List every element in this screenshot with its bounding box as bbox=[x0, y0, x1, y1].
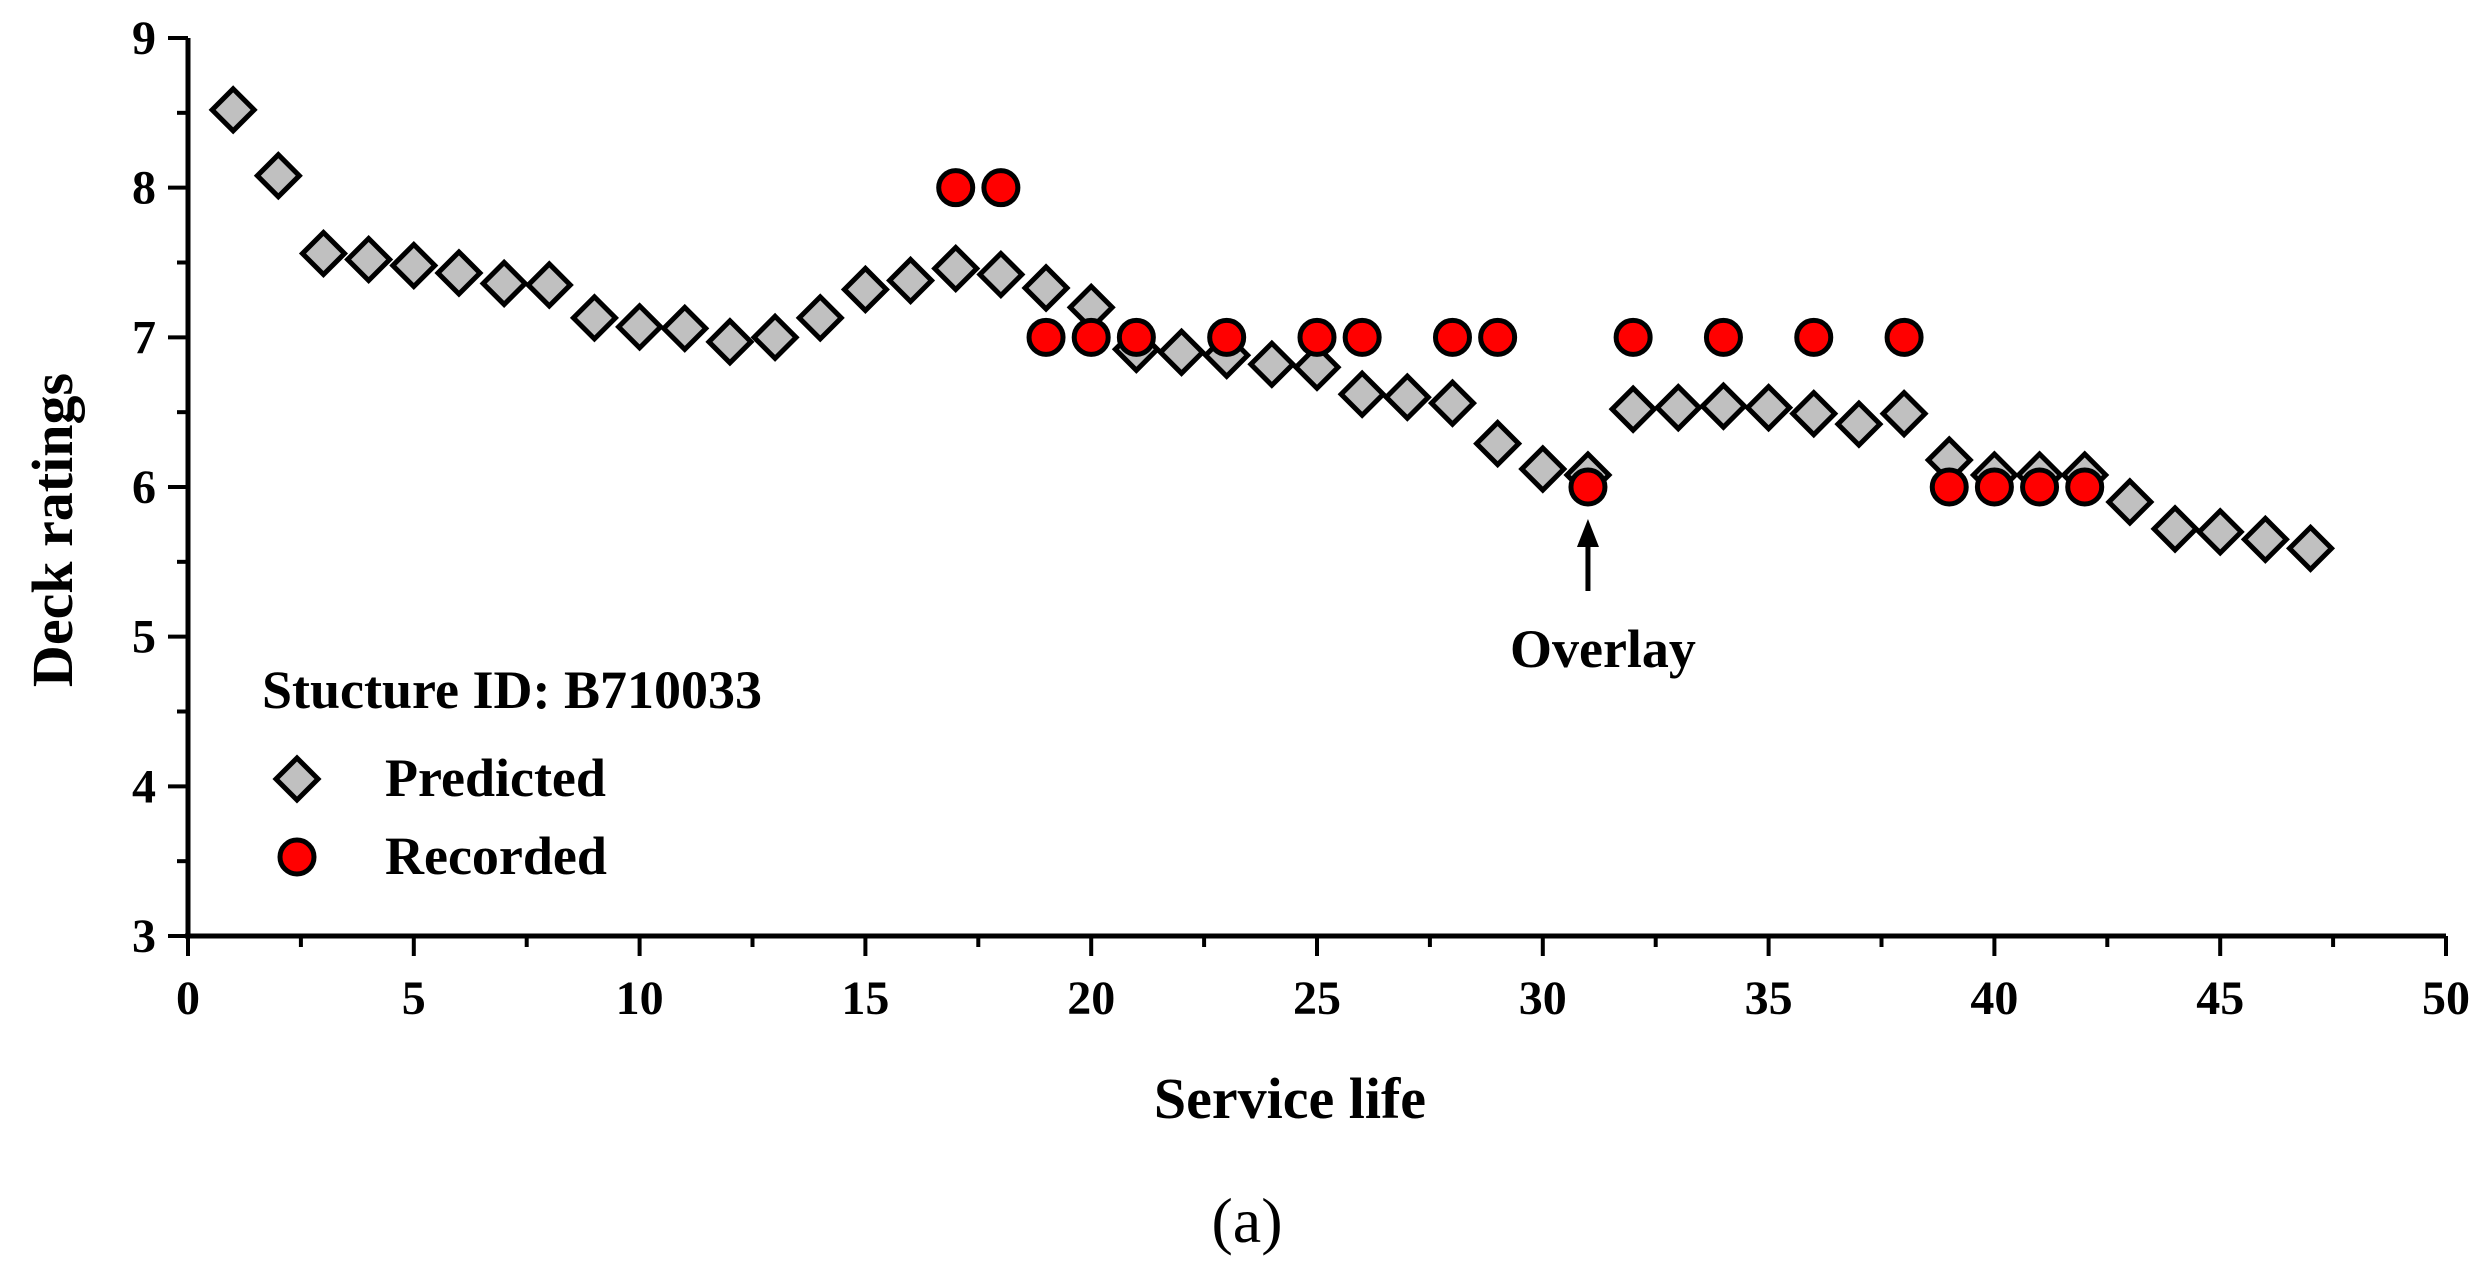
x-tick-label: 30 bbox=[1519, 972, 1567, 1025]
predicted-point bbox=[1382, 372, 1432, 422]
predicted-point bbox=[2195, 507, 2245, 557]
y-tick-label: 7 bbox=[132, 311, 156, 364]
recorded-point bbox=[1297, 317, 1337, 357]
predicted-point bbox=[479, 258, 529, 308]
predicted-point bbox=[2105, 477, 2155, 527]
recorded-point bbox=[1116, 317, 1156, 357]
predicted-point bbox=[1789, 389, 1839, 439]
predicted-point bbox=[976, 249, 1026, 300]
recorded-point bbox=[1478, 317, 1518, 357]
y-tick-label: 6 bbox=[132, 461, 156, 514]
y-tick-label: 4 bbox=[132, 760, 156, 813]
recorded-point bbox=[1071, 317, 1111, 357]
predicted-point bbox=[660, 303, 710, 353]
x-tick-label: 15 bbox=[841, 972, 889, 1025]
predicted-point bbox=[705, 317, 755, 367]
predicted-point bbox=[344, 234, 394, 285]
predicted-point bbox=[615, 302, 665, 352]
legend-label-recorded: Recorded bbox=[385, 826, 607, 886]
legend-label-predicted: Predicted bbox=[385, 748, 606, 808]
recorded-point bbox=[2065, 467, 2105, 507]
predicted-point bbox=[2240, 514, 2290, 564]
predicted-point bbox=[434, 248, 484, 298]
recorded-point bbox=[1703, 317, 1743, 357]
predicted-point bbox=[1834, 399, 1884, 449]
recorded-point bbox=[1207, 317, 1247, 357]
x-tick-label: 50 bbox=[2422, 972, 2470, 1025]
recorded-point bbox=[1929, 467, 1969, 507]
predicted-point bbox=[2150, 504, 2200, 554]
legend-markers bbox=[272, 754, 322, 877]
predicted-point bbox=[886, 255, 936, 305]
predicted-point bbox=[1337, 369, 1387, 419]
y-tick-label: 5 bbox=[132, 611, 156, 664]
x-tick-label: 45 bbox=[2196, 972, 2244, 1025]
predicted-point bbox=[1156, 327, 1207, 377]
predicted-point bbox=[1744, 383, 1794, 433]
figure-caption: (a) bbox=[1211, 1185, 1282, 1256]
series-predicted bbox=[208, 85, 2336, 573]
predicted-point bbox=[1427, 378, 1478, 428]
y-axis-title: Deck ratings bbox=[20, 373, 85, 687]
predicted-point bbox=[389, 240, 439, 291]
predicted-point bbox=[1518, 444, 1568, 494]
predicted-point bbox=[1879, 389, 1929, 439]
recorded-point bbox=[1974, 467, 2014, 507]
data-series bbox=[208, 85, 2336, 573]
x-tick-label: 40 bbox=[1970, 972, 2018, 1025]
x-tick-label: 25 bbox=[1293, 972, 1341, 1025]
recorded-point bbox=[1342, 317, 1382, 357]
predicted-point bbox=[2285, 523, 2336, 573]
recorded-point bbox=[1026, 317, 1066, 357]
recorded-point bbox=[1432, 317, 1472, 357]
annotation-arrowhead bbox=[1576, 519, 1599, 547]
x-axis-title: Service life bbox=[1154, 1066, 1426, 1131]
y-tick-label: 9 bbox=[132, 12, 156, 65]
predicted-point bbox=[1021, 263, 1071, 313]
recorded-point bbox=[2020, 467, 2060, 507]
predicted-point bbox=[931, 243, 981, 294]
legend-marker-recorded bbox=[277, 837, 317, 877]
annotations: Overlay bbox=[1510, 519, 1696, 679]
predicted-point bbox=[208, 85, 258, 135]
x-tick-label: 0 bbox=[176, 972, 200, 1025]
x-tick-label: 35 bbox=[1745, 972, 1793, 1025]
predicted-point bbox=[524, 260, 574, 310]
recorded-point bbox=[1884, 317, 1924, 357]
predicted-point bbox=[253, 151, 303, 201]
recorded-point bbox=[936, 168, 976, 208]
predicted-point bbox=[1608, 384, 1658, 434]
x-tick-label: 20 bbox=[1067, 972, 1115, 1025]
predicted-point bbox=[1698, 381, 1748, 431]
annotation-label: Overlay bbox=[1510, 619, 1696, 679]
recorded-point bbox=[981, 168, 1021, 208]
predicted-point bbox=[569, 293, 619, 343]
predicted-point bbox=[840, 264, 890, 314]
predicted-point bbox=[750, 312, 800, 362]
y-tick-label: 8 bbox=[132, 162, 156, 215]
recorded-point bbox=[1613, 317, 1653, 357]
x-tick-label: 5 bbox=[402, 972, 426, 1025]
predicted-point bbox=[1653, 383, 1703, 433]
legend-marker-predicted bbox=[272, 754, 322, 804]
recorded-point bbox=[1794, 317, 1834, 357]
x-tick-label: 10 bbox=[616, 972, 664, 1025]
predicted-point bbox=[1247, 339, 1297, 389]
y-tick-label: 3 bbox=[132, 910, 156, 963]
recorded-point bbox=[1568, 467, 1608, 507]
predicted-point bbox=[298, 228, 349, 279]
legend-title: Stucture ID: B710033 bbox=[262, 660, 762, 720]
legend: Stucture ID: B710033 Predicted Recorded bbox=[262, 660, 762, 886]
predicted-point bbox=[795, 293, 845, 343]
series-recorded bbox=[936, 168, 2105, 507]
predicted-point bbox=[1292, 342, 1342, 392]
predicted-point bbox=[1473, 419, 1523, 469]
